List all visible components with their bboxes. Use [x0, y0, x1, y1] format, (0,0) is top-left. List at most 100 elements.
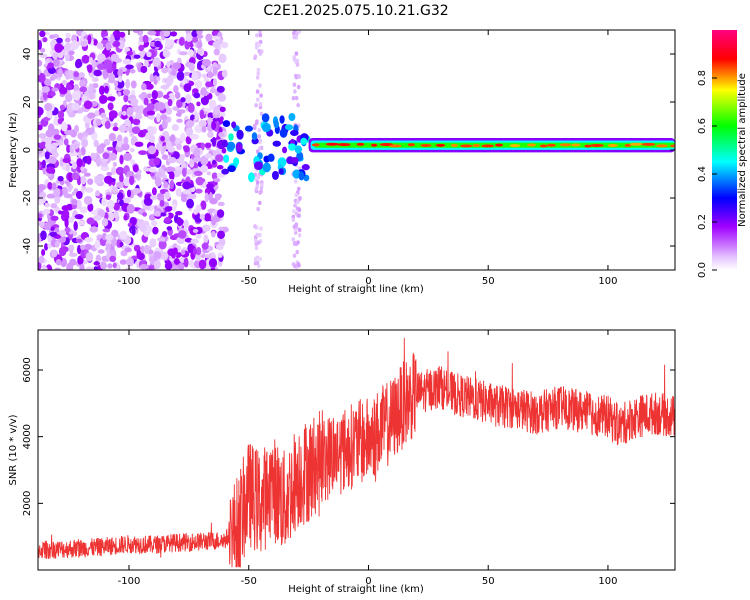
heatmap-cell [44, 102, 53, 112]
heatmap-cell [47, 67, 56, 75]
heatmap-cell [106, 146, 115, 151]
heatmap-cell [171, 124, 179, 131]
heatmap-cell [87, 203, 94, 212]
heatmap-cell [176, 218, 184, 226]
heatmap-cell [38, 89, 42, 99]
y-tick-label: 4000 [22, 424, 33, 449]
heatmap-cell [108, 110, 118, 119]
heatmap-cell [52, 58, 60, 67]
heatmap-cell [84, 236, 94, 243]
heatmap-cell [123, 214, 128, 221]
heatmap-cell [161, 230, 168, 237]
band-core [311, 143, 320, 147]
heatmap-cell [200, 200, 207, 210]
heatmap-cell [301, 164, 310, 171]
heatmap-cell [257, 200, 262, 206]
heatmap-cell [54, 227, 60, 233]
snr-y-axis: 2000 4000 6000 [22, 357, 675, 516]
heatmap-cell [296, 73, 301, 79]
heatmap-cell [125, 64, 134, 70]
heatmap-cell [191, 36, 199, 43]
heatmap-cell [258, 146, 262, 151]
heatmap-cell [92, 82, 99, 89]
heatmap-cell [260, 183, 264, 188]
heatmap-cell [79, 79, 86, 88]
heatmap-cell [91, 59, 97, 70]
heatmap-cell [294, 145, 303, 154]
heatmap-cell [87, 92, 95, 100]
heatmap-cell [38, 59, 43, 67]
heatmap-cell [41, 266, 48, 270]
heatmap-cell [138, 44, 145, 52]
heatmap-cell [110, 53, 119, 62]
heatmap-cell [39, 30, 46, 38]
colorbar-label: Normalized spectral amplitude [737, 73, 748, 227]
x-tick-label: 0 [365, 276, 371, 287]
heatmap-cell [112, 161, 117, 167]
heatmap-cell [38, 213, 43, 218]
heatmap-cell [100, 165, 110, 171]
heatmap-cell [196, 101, 201, 107]
heatmap-cell [142, 129, 148, 134]
heatmap-cell [114, 80, 119, 87]
band-core [584, 144, 592, 148]
heatmap-cell [40, 230, 47, 241]
heatmap-cell [292, 224, 297, 229]
heatmap-cell [255, 89, 260, 94]
heatmap-cell [94, 110, 100, 117]
heatmap-cell [48, 156, 57, 165]
heatmap-cell [81, 31, 87, 37]
heatmap-cell [99, 94, 108, 104]
heatmap-cell [189, 259, 194, 268]
colorbar-tick-label: 0.4 [697, 166, 708, 182]
heatmap-cell [292, 241, 297, 246]
heatmap-cell [156, 142, 164, 152]
heatmap-cell [288, 112, 296, 122]
heatmap-cell [80, 175, 87, 185]
heatmap-cell [296, 199, 300, 205]
heatmap-cell [118, 199, 124, 207]
heatmap-cell [146, 51, 152, 58]
heatmap-cell [292, 169, 301, 179]
heatmap-cell [294, 211, 299, 216]
band-core [337, 143, 351, 147]
heatmap-cell [200, 164, 209, 173]
x-tick-label: -50 [241, 576, 257, 587]
heatmap-cell [297, 30, 302, 34]
heatmap-cell [98, 85, 105, 96]
heatmap-cell [172, 62, 181, 70]
heatmap-cell [93, 39, 98, 46]
heatmap-cell [88, 83, 94, 93]
heatmap-cell [113, 210, 119, 219]
heatmap-cell [295, 31, 299, 36]
heatmap-cell [255, 75, 260, 80]
heatmap-cell [296, 186, 301, 192]
heatmap-cell [148, 168, 157, 173]
heatmap-cell [105, 243, 111, 251]
heatmap-cell [100, 162, 109, 168]
heatmap-cell [153, 157, 161, 166]
heatmap-cell [279, 115, 285, 124]
heatmap-cell [194, 80, 203, 89]
heatmap-cell [68, 244, 75, 251]
heatmap-cell [169, 39, 175, 45]
heatmap-cell [192, 88, 199, 93]
heatmap-cell [113, 122, 118, 127]
heatmap-cell [200, 91, 210, 96]
heatmap-cell [68, 50, 75, 56]
heatmap-cell [50, 215, 59, 221]
colorbar-tick-label: 0.2 [697, 214, 708, 230]
heatmap-cell [59, 235, 67, 243]
heatmap-cell [57, 67, 63, 78]
heatmap-cell [192, 248, 198, 256]
heatmap-cell [71, 90, 81, 101]
heatmap-cell [216, 38, 223, 44]
heatmap-cell [112, 40, 121, 48]
heatmap-cell [159, 30, 164, 37]
heatmap-cell [254, 187, 259, 192]
heatmap-cell [292, 209, 296, 214]
colorbar: 0.0 0.2 0.4 0.6 0.8 Normalized spectral ampl… [697, 30, 748, 278]
heatmap-cell [211, 120, 217, 131]
heatmap-cell [303, 174, 310, 182]
heatmap-cell [175, 137, 181, 144]
